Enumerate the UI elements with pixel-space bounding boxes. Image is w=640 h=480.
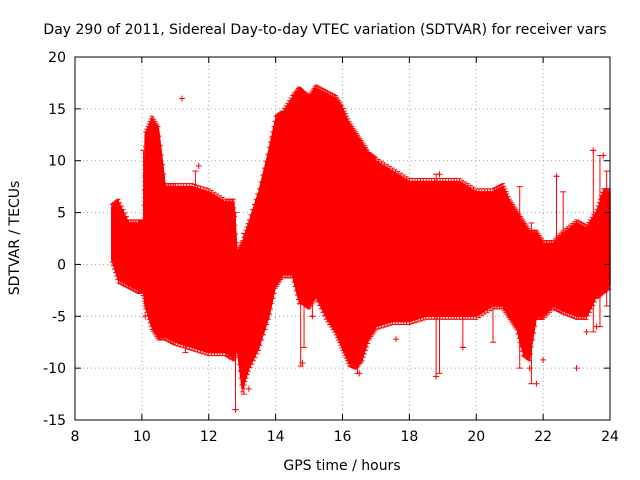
y-tick-label: 10 [48,154,66,170]
data-point [142,313,149,320]
data-point [436,171,443,178]
data-point [215,313,222,320]
data-point [459,344,466,351]
data-point [148,313,155,320]
data-point [232,406,239,413]
x-tick-label: 8 [71,429,80,445]
x-tick-label: 14 [267,429,285,445]
x-tick-label: 22 [534,429,552,445]
chart-title: Day 290 of 2011, Sidereal Day-to-day VTE… [43,22,606,38]
ticks [74,56,611,421]
y-tick-label: 5 [57,206,66,222]
y-axis-label: SDTVAR / TECUs [7,181,23,296]
data-point [433,373,440,380]
y-tick-label: 15 [48,102,66,118]
y-tick-label: -5 [52,309,66,325]
y-tick-label: -10 [43,361,66,377]
data-point [583,328,590,335]
data-point [533,380,540,387]
data-point [526,365,533,372]
data-point [593,323,600,330]
data-point [309,313,316,320]
data-point [573,365,580,372]
y-tick-label: -15 [43,413,66,429]
data-point [195,162,202,169]
x-tick-label: 12 [200,429,218,445]
y-tick-label: 20 [48,50,66,66]
data-point [356,370,363,377]
x-tick-label: 24 [601,429,619,445]
data-point [179,95,185,102]
data-point [393,336,399,343]
x-axis-label: GPS time / hours [283,458,400,474]
x-tick-label: 10 [133,429,151,445]
data-layer [109,84,611,413]
x-tick-label: 18 [400,429,418,445]
data-point [590,147,597,154]
data-point [540,356,547,363]
data-point [245,385,252,392]
y-tick-label: 0 [57,257,66,273]
tick-labels: 8 10 12 14 16 18 20 22 24 -15 -10 -5 0 5 10 15 20 [43,50,619,445]
x-tick-label: 16 [334,429,352,445]
data-point [553,173,560,180]
data-point [600,152,607,159]
data-point [299,359,306,366]
x-tick-label: 20 [467,429,485,445]
